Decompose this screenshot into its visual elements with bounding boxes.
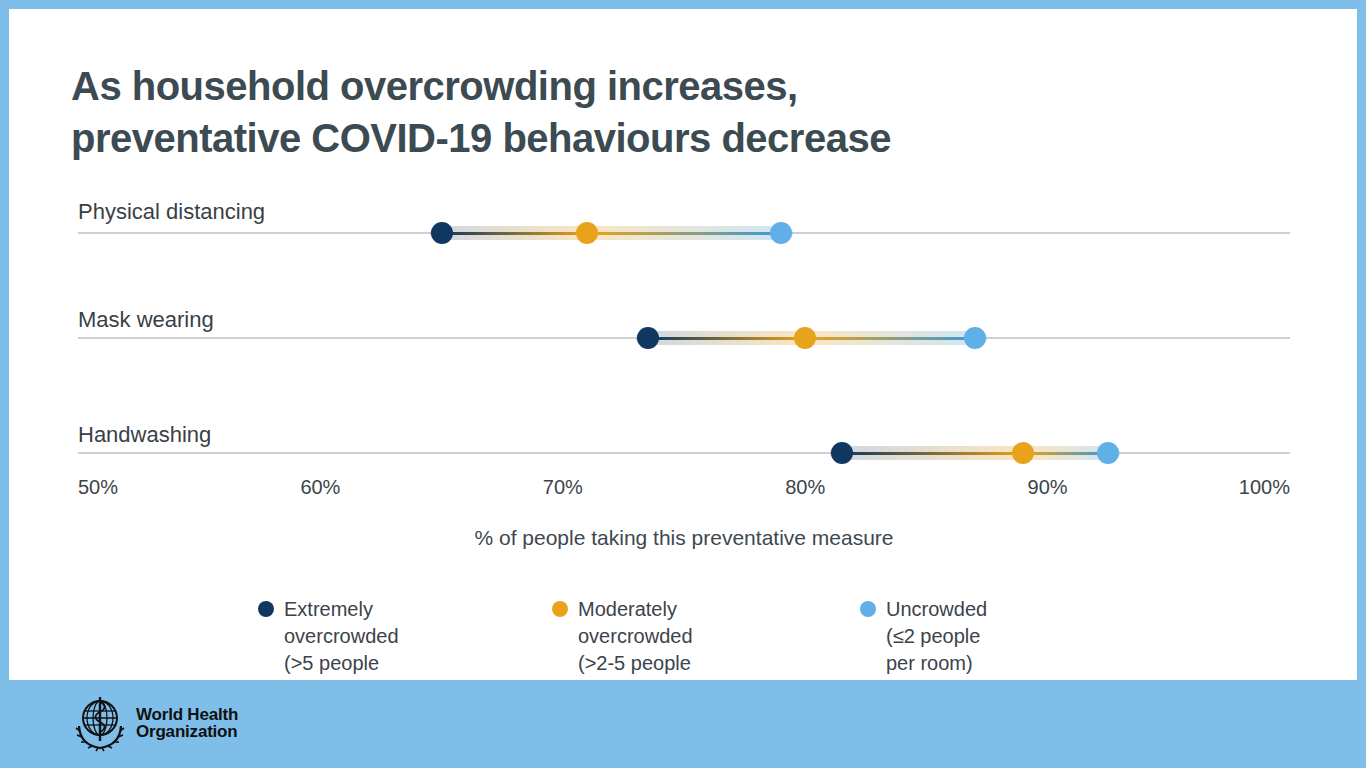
x-tick-label: 90% [1028,476,1068,499]
row-label: Physical distancing [78,199,265,225]
dot-uncrowded [770,222,792,244]
dot-moderately-overcrowded [576,222,598,244]
who-emblem-icon [73,694,127,752]
x-tick-label: 60% [300,476,340,499]
legend-label: Uncrowded (≤2 people per room) [886,596,987,677]
x-tick-label: 50% [78,476,118,499]
dot-uncrowded [1097,442,1119,464]
infographic-frame: As household overcrowding increases, pre… [0,0,1366,768]
who-logo-text: World Health Organization [136,706,238,741]
dot-uncrowded [964,327,986,349]
row-connector [442,232,781,235]
row-label: Handwashing [78,422,211,448]
legend-dot-icon [860,601,876,617]
legend-dot-icon [258,601,274,617]
row-label: Mask wearing [78,307,214,333]
x-tick-label: 80% [785,476,825,499]
who-logo: World Health Organization [73,694,238,752]
dot-extremely-overcrowded [431,222,453,244]
x-tick-label: 70% [543,476,583,499]
x-tick-label: 100% [1239,476,1290,499]
x-axis-label: % of people taking this preventative mea… [78,526,1290,550]
dot-extremely-overcrowded [637,327,659,349]
dot-moderately-overcrowded [1012,442,1034,464]
legend-dot-icon [552,601,568,617]
legend-item: Uncrowded (≤2 people per room) [860,596,987,677]
dot-extremely-overcrowded [831,442,853,464]
dot-moderately-overcrowded [794,327,816,349]
row-connector [842,452,1109,455]
